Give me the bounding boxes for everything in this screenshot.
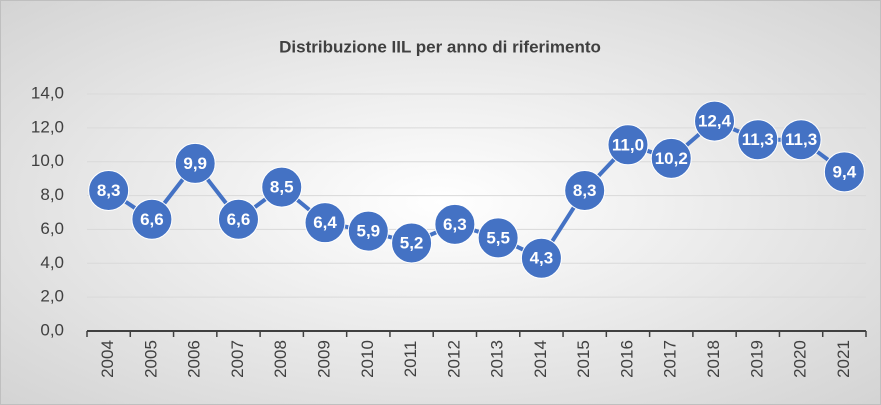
x-tick-label: 2019: [747, 340, 766, 378]
y-tick-label: 12,0: [31, 117, 64, 136]
y-tick-label: 8,0: [40, 185, 64, 204]
marker: [737, 119, 779, 161]
y-tick-label: 6,0: [40, 219, 64, 238]
marker: [564, 169, 606, 211]
data-label: 9,9: [183, 154, 207, 173]
marker: [823, 151, 865, 193]
marker: [304, 202, 346, 244]
marker: [391, 222, 433, 264]
x-tick-label: 2017: [661, 340, 680, 378]
marker: [174, 142, 216, 184]
marker: [607, 124, 649, 166]
y-tick-label: 0,0: [40, 320, 64, 339]
x-tick-label: 2010: [358, 340, 377, 378]
data-label: 4,3: [530, 249, 554, 268]
x-tick-label: 2013: [488, 340, 507, 378]
marker: [217, 198, 259, 240]
x-tick-label: 2012: [444, 340, 463, 378]
data-label: 5,2: [400, 233, 424, 252]
data-label: 5,5: [486, 228, 510, 247]
data-label: 11,3: [742, 130, 774, 149]
marker: [477, 217, 519, 259]
data-label: 6,6: [227, 210, 251, 229]
data-label: 10,2: [655, 149, 688, 168]
x-tick-label: 2018: [704, 340, 723, 378]
data-label: 6,4: [313, 213, 337, 232]
x-tick-label: 2020: [791, 340, 810, 378]
x-tick-label: 2008: [271, 340, 290, 378]
data-label: 11,3: [785, 130, 817, 149]
data-label: 5,9: [356, 222, 380, 241]
y-tick-label: 10,0: [31, 151, 64, 170]
data-label: 6,3: [443, 215, 467, 234]
y-tick-label: 4,0: [40, 253, 64, 272]
marker: [650, 137, 692, 179]
marker: [347, 210, 389, 252]
data-label: 11,0: [612, 135, 644, 154]
data-label: 6,6: [140, 210, 164, 229]
marker: [780, 119, 822, 161]
data-label: 12,4: [698, 112, 732, 131]
x-tick-label: 2004: [98, 340, 117, 378]
x-tick-label: 2014: [531, 340, 550, 378]
marker: [434, 203, 476, 245]
data-label: 8,3: [97, 181, 121, 200]
x-tick-label: 2011: [401, 341, 420, 378]
data-label: 8,3: [573, 181, 597, 200]
marker: [694, 100, 736, 142]
x-tick-label: 2021: [834, 340, 853, 378]
x-tick-label: 2005: [141, 340, 160, 378]
x-tick-label: 2015: [574, 340, 593, 378]
marker: [88, 169, 130, 211]
marker: [131, 198, 173, 240]
data-label: 9,4: [833, 162, 857, 181]
marker: [520, 237, 562, 279]
x-tick-label: 2016: [617, 340, 636, 378]
y-tick-label: 14,0: [31, 83, 64, 102]
x-tick-label: 2006: [185, 340, 204, 378]
x-tick-label: 2007: [228, 340, 247, 378]
data-label: 8,5: [270, 178, 294, 197]
chart-title: Distribuzione IIL per anno di riferiment…: [279, 37, 601, 56]
y-tick-label: 2,0: [40, 287, 64, 306]
x-tick-label: 2009: [315, 340, 334, 378]
marker: [261, 166, 303, 208]
